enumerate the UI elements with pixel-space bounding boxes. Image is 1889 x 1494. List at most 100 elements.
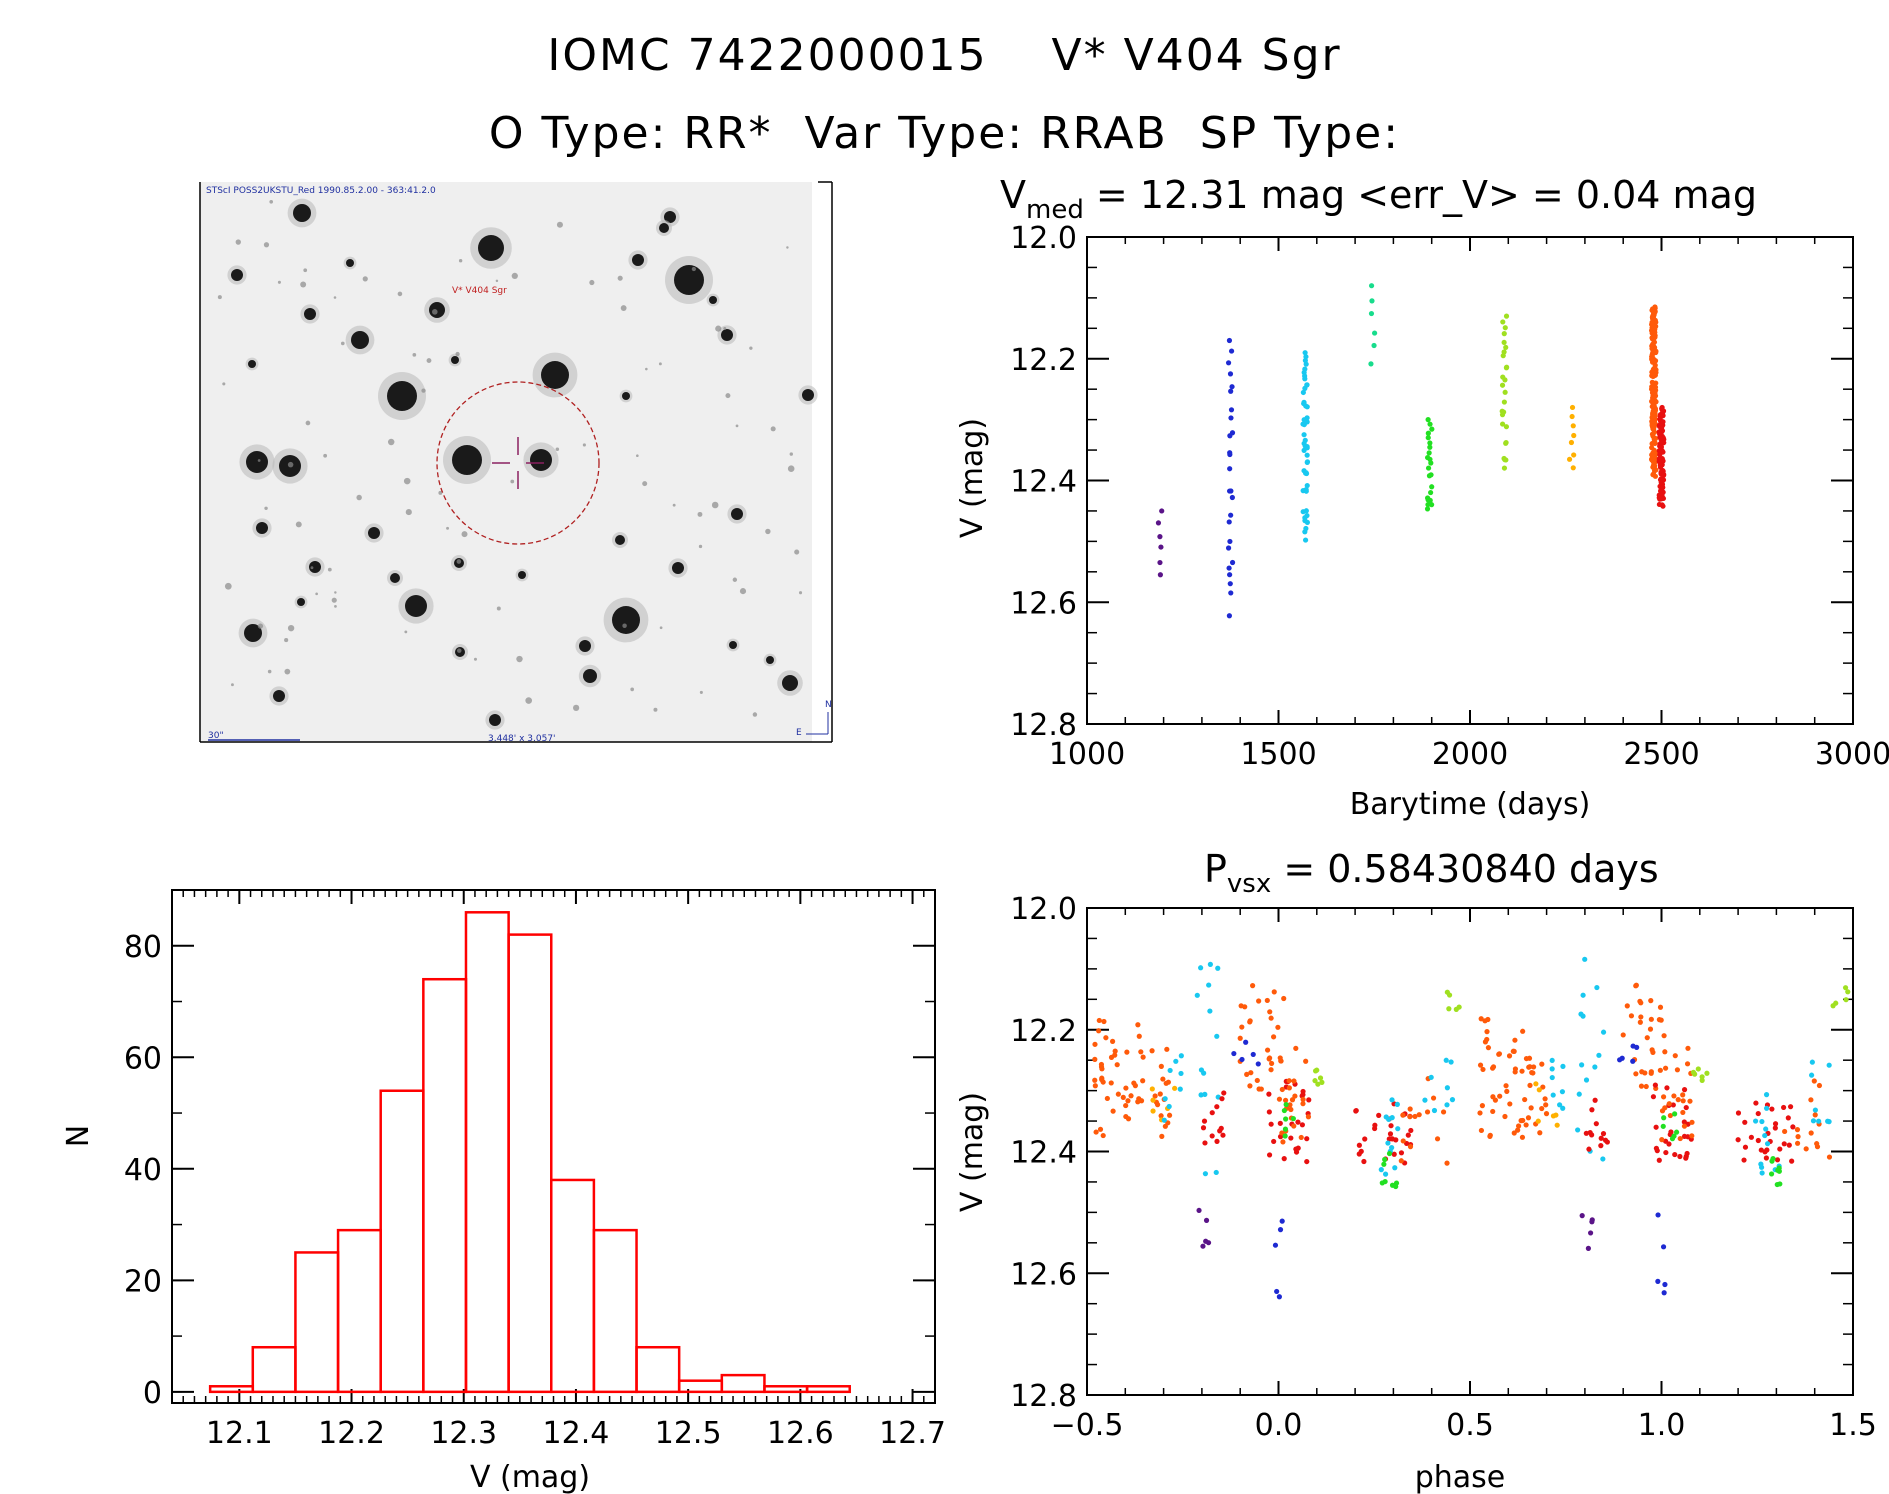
phased-point (1535, 1118, 1541, 1124)
phased-point (1592, 1097, 1598, 1103)
lightcurve-point (1368, 361, 1374, 367)
phased-point (1583, 1077, 1590, 1083)
phased-point (1446, 1006, 1452, 1012)
finder-faint-star (432, 309, 438, 315)
finder-faint-star (511, 272, 518, 280)
finder-faint-star (723, 327, 727, 331)
phased-point (1478, 1127, 1485, 1134)
histogram-xtick-label: 12.4 (543, 1416, 610, 1451)
finder-faint-star (456, 648, 462, 653)
phased-point (1292, 1093, 1298, 1099)
phased-point (1376, 1112, 1382, 1118)
phased-point (1759, 1170, 1765, 1176)
finder-faint-star (257, 459, 261, 462)
phased-point (1213, 1169, 1219, 1176)
lightcurve-point (1503, 313, 1510, 319)
lightcurve-point (1158, 544, 1164, 550)
finder-star (622, 392, 630, 400)
phased-point (1549, 1066, 1555, 1072)
phased-xtick-label: 0.5 (1446, 1408, 1494, 1443)
lightcurve-point (1503, 439, 1509, 446)
lightcurve-ylabel: V (mag) (955, 418, 990, 538)
finder-faint-star (645, 367, 648, 371)
phased-point (1166, 1103, 1172, 1110)
phased-point (1512, 1069, 1518, 1075)
histogram-ytick-label: 60 (124, 1041, 162, 1076)
phased-point (1478, 1016, 1484, 1022)
phased-plot: Pvsx = 0.58430840 days phase V (mag) −0.… (955, 847, 1877, 1494)
phased-point (1150, 1108, 1156, 1114)
phased-point (1220, 1132, 1226, 1138)
histogram-bar (422, 977, 468, 1394)
finder-faint-star (334, 604, 337, 608)
phased-point (1277, 1120, 1283, 1126)
lightcurve-point (1425, 430, 1431, 436)
histogram-ytick-label: 20 (124, 1264, 162, 1299)
phased-point (1215, 965, 1221, 971)
phased-point (1825, 1118, 1831, 1124)
phased-point (1266, 1152, 1273, 1158)
lightcurve-point (1659, 479, 1665, 485)
lightcurve-point (1426, 450, 1432, 456)
phased-point (1810, 1118, 1817, 1124)
phased-point (1510, 1048, 1516, 1054)
phased-point (1543, 1111, 1550, 1117)
histogram-ylabel: N (61, 1125, 96, 1147)
phased-point (1633, 1071, 1639, 1077)
finder-faint-star (672, 503, 676, 507)
phased-point (1319, 1079, 1325, 1085)
finder-faint-star (525, 697, 533, 704)
phased-point (1150, 1097, 1156, 1103)
phased-point (1782, 1128, 1788, 1135)
phased-point (1672, 1111, 1678, 1117)
phased-point (1659, 1137, 1665, 1143)
phased-point (1281, 1156, 1287, 1162)
phased-xtick-label: 1.0 (1638, 1408, 1686, 1443)
lightcurve-point (1429, 484, 1435, 490)
phased-point (1387, 1131, 1394, 1137)
phased-point (1172, 1085, 1178, 1091)
lightcurve-point (1503, 365, 1510, 371)
phased-point (1684, 1150, 1690, 1157)
phased-ytick-label: 12.2 (1010, 1014, 1077, 1049)
phased-point (1624, 1003, 1630, 1009)
finder-star (579, 640, 591, 652)
lightcurve-point (1303, 508, 1309, 514)
phased-point (1219, 1096, 1225, 1102)
histogram-bar (635, 1345, 681, 1394)
lightcurve-point (1227, 466, 1233, 472)
finder-star (346, 259, 354, 267)
phased-point (1218, 1125, 1224, 1131)
phased-ytick-label: 12.4 (1010, 1136, 1077, 1171)
phased-point (1763, 1126, 1769, 1132)
lightcurve-point (1428, 472, 1434, 478)
phased-point (1395, 1126, 1401, 1132)
finder-star (231, 269, 243, 281)
finder-faint-star (235, 239, 241, 245)
finder-faint-star (699, 690, 703, 694)
phased-point (1811, 1078, 1817, 1084)
phased-point (1444, 1160, 1450, 1166)
phased-point (1795, 1134, 1801, 1140)
phased-point (1255, 1061, 1261, 1067)
phased-point (1214, 1138, 1220, 1144)
phased-point (1520, 1117, 1526, 1124)
phased-point (1685, 1045, 1691, 1051)
phased-point (1585, 1245, 1591, 1251)
lightcurve-point (1229, 494, 1235, 501)
phased-point (1587, 1230, 1594, 1236)
phased-point (1776, 1168, 1782, 1174)
phased-point (1735, 1110, 1742, 1116)
lightcurve-point (1425, 465, 1432, 471)
finder-faint-star (461, 531, 468, 538)
phased-point (1539, 1105, 1545, 1112)
phased-point (1382, 1171, 1389, 1177)
phased-point (1166, 1112, 1173, 1118)
phased-title-rest: = 0.58430840 days (1271, 847, 1658, 891)
phased-point (1660, 1094, 1667, 1100)
finder-star (766, 656, 774, 664)
phased-point (1291, 1078, 1297, 1084)
phased-point (1816, 1118, 1822, 1124)
phased-xtick-label: 0.0 (1255, 1408, 1303, 1443)
phased-point (1099, 1075, 1105, 1081)
